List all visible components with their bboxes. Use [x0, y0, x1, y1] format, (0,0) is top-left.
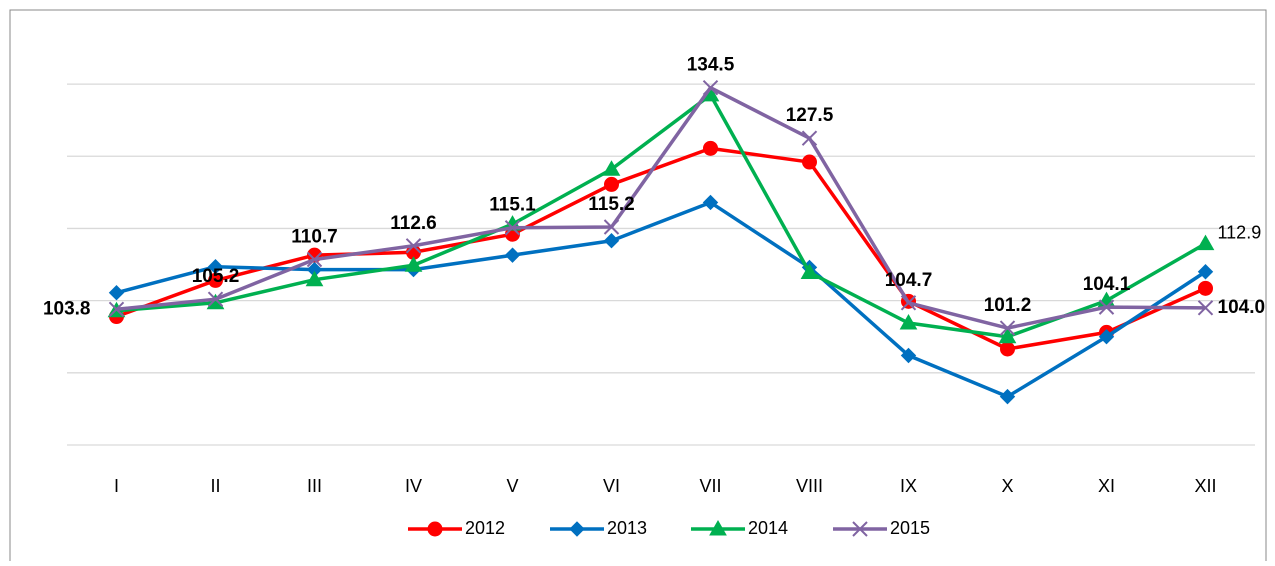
legend-label: 2013: [607, 518, 647, 538]
x-tick-label: XII: [1194, 476, 1216, 496]
marker: [108, 284, 125, 301]
legend-label: 2012: [465, 518, 505, 538]
data-label: 115.2: [588, 194, 635, 215]
marker: [207, 259, 224, 275]
marker: [900, 347, 917, 364]
marker: [1098, 329, 1115, 345]
data-label: 110.7: [291, 227, 338, 248]
data-label: 104.7: [885, 270, 933, 291]
x-tick-label: II: [210, 476, 220, 496]
data-label: 127.5: [786, 105, 834, 126]
data-label: 104.0: [1218, 297, 1266, 318]
marker: [703, 140, 718, 156]
marker: [405, 238, 422, 254]
marker: [603, 233, 620, 249]
x-tick-label: III: [307, 476, 322, 496]
marker: [604, 176, 619, 192]
x-tick-label: IV: [405, 476, 422, 496]
marker: [899, 314, 918, 330]
marker: [801, 130, 818, 146]
marker: [1196, 234, 1215, 251]
marker: [1197, 300, 1214, 316]
marker: [800, 263, 819, 279]
marker: [404, 256, 423, 272]
marker: [1000, 341, 1015, 357]
x-tick-label: VII: [699, 476, 721, 496]
marker: [802, 154, 817, 170]
marker: [998, 327, 1017, 344]
data-label: 104.1: [1083, 274, 1131, 295]
marker: [1197, 264, 1214, 280]
series-line: [116, 200, 1207, 399]
marker: [306, 251, 323, 268]
data-label: 101.2: [984, 295, 1032, 316]
data-label: 134.5: [687, 55, 735, 76]
legend-marker: [427, 521, 443, 537]
marker: [305, 270, 324, 287]
chart-frame: [9, 9, 1267, 561]
marker: [108, 301, 125, 318]
legend-label: 2014: [748, 518, 788, 538]
marker: [900, 295, 917, 311]
x-tick-label: IX: [900, 476, 917, 496]
legend-marker: [569, 521, 585, 537]
marker: [702, 194, 719, 211]
x-tick-label: XI: [1098, 476, 1115, 496]
series-line: [116, 85, 1206, 330]
marker: [702, 79, 719, 96]
data-label: 103.8: [43, 298, 91, 319]
marker: [999, 388, 1016, 405]
series-line: [115, 146, 1207, 351]
data-label: 112.9: [1218, 222, 1262, 242]
data-label: 115.1: [489, 195, 536, 216]
marker: [207, 291, 224, 307]
x-tick-label: I: [114, 476, 119, 496]
legend-marker: [709, 519, 727, 536]
marker: [999, 320, 1016, 336]
data-label: 105.2: [192, 266, 240, 287]
marker: [1098, 299, 1115, 315]
marker: [504, 220, 521, 236]
marker: [1198, 280, 1213, 296]
marker: [602, 160, 621, 176]
x-tick-label: VIII: [796, 476, 823, 496]
legend-marker: [852, 521, 868, 537]
marker: [504, 247, 521, 263]
x-tick-label: VI: [603, 476, 620, 496]
marker: [603, 219, 620, 235]
data-label: 112.6: [390, 213, 437, 234]
x-tick-label: X: [1001, 476, 1013, 496]
series-line: [116, 93, 1207, 339]
x-tick-label: V: [506, 476, 518, 496]
legend-label: 2015: [890, 518, 930, 538]
